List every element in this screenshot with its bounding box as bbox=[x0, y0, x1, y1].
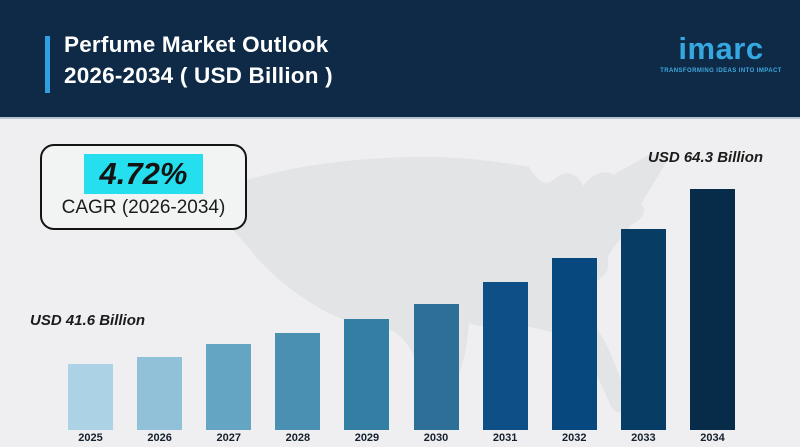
imarc-wordmark: imarc bbox=[678, 31, 764, 66]
bar-column: 2025 bbox=[68, 364, 113, 444]
bar-column: 2030 bbox=[413, 304, 459, 444]
bar-2028 bbox=[275, 333, 321, 430]
page-title: Perfume Market Outlook 2026-2034 ( USD B… bbox=[64, 29, 333, 91]
usa-map-silhouette bbox=[201, 153, 668, 413]
bar-year-label: 2032 bbox=[562, 432, 587, 444]
bar-2034 bbox=[689, 189, 735, 430]
bar-year-label: 2026 bbox=[147, 432, 172, 444]
brand-tagline: TRANSFORMING IDEAS INTO IMPACT bbox=[660, 67, 782, 74]
bar-column: 2029 bbox=[344, 319, 390, 444]
bar-2027 bbox=[206, 344, 252, 430]
cagr-label: CAGR (2026-2034) bbox=[61, 197, 226, 218]
bar-column: 2031 bbox=[482, 282, 528, 444]
brand-logo: imarc TRANSFORMING IDEAS INTO IMPACT bbox=[660, 31, 782, 74]
annotation-end-value: USD 64.3 Billion bbox=[648, 149, 764, 166]
bar-year-label: 2025 bbox=[78, 432, 103, 444]
header: Perfume Market Outlook 2026-2034 ( USD B… bbox=[0, 0, 800, 119]
bar-column: 2032 bbox=[551, 258, 597, 444]
bar-2030 bbox=[413, 304, 459, 430]
bar-2026 bbox=[137, 357, 183, 430]
bar-2025 bbox=[68, 364, 113, 430]
title-accent-bar bbox=[45, 36, 50, 93]
page-title-line1: Perfume Market Outlook bbox=[64, 32, 329, 57]
annotation-start-value: USD 41.6 Billion bbox=[30, 312, 146, 329]
bar-column: 2034 bbox=[689, 189, 735, 444]
bar-2029 bbox=[344, 319, 390, 430]
bar-chart: 2025 2026 2027 2028 2029 2030 2031 2032 2033 2034 bbox=[68, 189, 735, 444]
bar-year-label: 2029 bbox=[354, 432, 380, 444]
bar-year-label: 2027 bbox=[216, 432, 241, 444]
bar-year-label: 2030 bbox=[423, 432, 449, 444]
cagr-card: 4.72% CAGR (2026-2034) bbox=[40, 144, 247, 230]
bar-2033 bbox=[620, 229, 666, 430]
bar-2031 bbox=[482, 282, 528, 430]
bar-column: 2026 bbox=[137, 357, 183, 444]
bar-2032 bbox=[551, 258, 597, 430]
cagr-value: 4.72% bbox=[83, 154, 204, 194]
bar-column: 2027 bbox=[206, 344, 252, 444]
bar-year-label: 2034 bbox=[700, 432, 725, 444]
bar-year-label: 2028 bbox=[285, 432, 311, 444]
bar-column: 2033 bbox=[620, 229, 666, 444]
page-title-line2: 2026-2034 ( USD Billion ) bbox=[64, 63, 333, 88]
bar-column: 2028 bbox=[275, 333, 321, 444]
bar-year-label: 2033 bbox=[631, 432, 656, 444]
bar-year-label: 2031 bbox=[492, 432, 518, 444]
